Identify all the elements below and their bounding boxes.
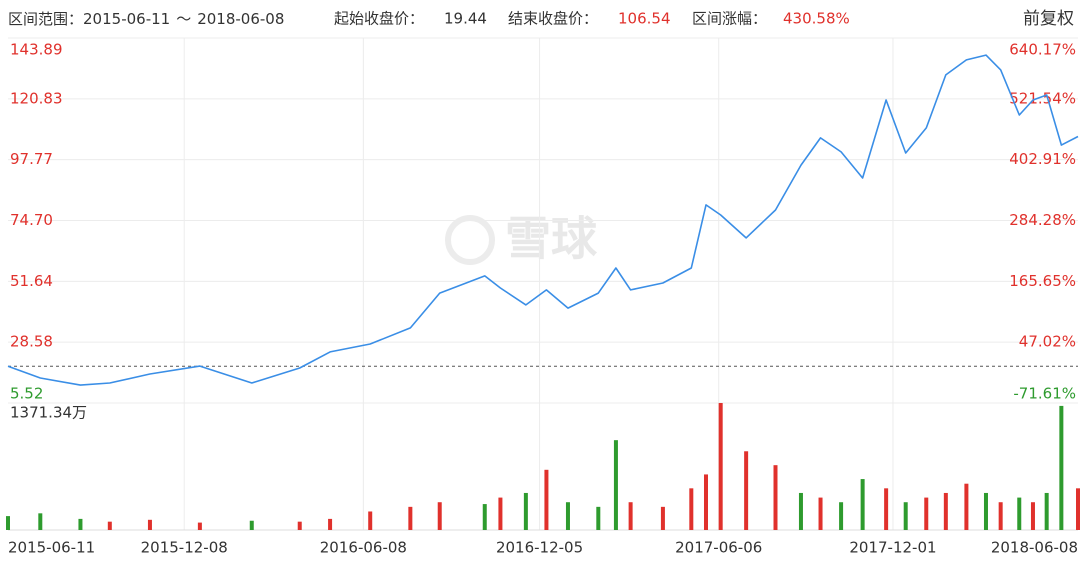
volume-bar — [368, 511, 373, 530]
x-tick-label: 2015-06-11 — [8, 539, 95, 557]
volume-bar — [6, 516, 10, 530]
volume-bar — [38, 513, 43, 530]
volume-bar — [818, 497, 823, 530]
y-tick-label: 97.77 — [10, 150, 53, 168]
y-tick-label: 143.89 — [10, 41, 63, 59]
volume-bar — [689, 488, 694, 530]
volume-bar — [924, 497, 929, 530]
volume-bar — [107, 521, 112, 530]
range-label: 区间范围： — [8, 10, 83, 28]
start-label: 起始收盘价： — [334, 10, 424, 28]
y2-tick-label: 284.28% — [1009, 211, 1076, 229]
header-range: 区间范围：2015-06-11 ～ 2018-06-08 — [8, 10, 284, 28]
volume-bar — [839, 502, 844, 530]
y2-tick-label: 640.17% — [1009, 41, 1076, 59]
volume-bar — [498, 497, 503, 530]
volume-bar — [565, 502, 570, 530]
x-tick-label: 2015-12-08 — [141, 539, 228, 557]
volume-bar — [197, 522, 202, 530]
range-start: 2015-06-11 — [83, 10, 170, 28]
volume-bar — [964, 483, 969, 530]
volume-bar — [328, 518, 333, 530]
volume-bar — [297, 521, 302, 530]
x-tick-label: 2017-12-01 — [849, 539, 936, 557]
x-tick-label: 2018-06-08 — [991, 539, 1078, 557]
watermark-logo — [445, 215, 495, 265]
y2-tick-label: 402.91% — [1009, 150, 1076, 168]
volume-bar — [249, 520, 254, 530]
volume-bar — [596, 506, 601, 530]
y2-tick-label: 47.02% — [1019, 333, 1076, 351]
volume-bar — [613, 440, 618, 530]
y2-tick-label: 521.54% — [1009, 89, 1076, 107]
volume-bar — [1059, 405, 1064, 530]
end-label: 结束收盘价： — [508, 10, 598, 28]
y-tick-label: 28.58 — [10, 333, 53, 351]
y-tick-label: 51.64 — [10, 272, 53, 290]
volume-bar — [523, 492, 528, 530]
end-price: 106.54 — [618, 10, 671, 28]
volume-bar — [903, 502, 908, 530]
volume-bar — [773, 465, 778, 530]
y2-tick-label: -71.61% — [1013, 385, 1076, 403]
volume-bar — [628, 502, 633, 530]
volume-bar — [147, 519, 152, 530]
y-tick-label: 5.52 — [10, 385, 43, 403]
volume-bar — [544, 469, 549, 530]
price-line — [7, 54, 1079, 386]
volume-bar — [1017, 497, 1022, 530]
change-value: 430.58% — [783, 10, 850, 28]
volume-bar — [798, 492, 803, 530]
volume-bar — [998, 502, 1003, 530]
volume-bar — [78, 518, 83, 530]
volume-bar — [1076, 488, 1080, 530]
change-label: 区间涨幅： — [692, 10, 767, 28]
y-tick-label: 74.70 — [10, 211, 53, 229]
volume-bar — [983, 492, 988, 530]
volume-bar — [482, 504, 487, 530]
watermark: 雪球 — [445, 212, 598, 266]
x-tick-label: 2016-06-08 — [320, 539, 407, 557]
volume-bar — [884, 488, 889, 530]
volume-max-label: 1371.34万 — [10, 404, 87, 422]
volume-bar — [943, 492, 948, 530]
y2-tick-label: 165.65% — [1009, 272, 1076, 290]
watermark-text: 雪球 — [505, 212, 598, 266]
adjust-mode: 前复权 — [1023, 9, 1074, 29]
volume-bar — [860, 479, 865, 530]
volume-bar — [660, 506, 665, 530]
volume-bar — [437, 502, 442, 530]
y-tick-label: 120.83 — [10, 89, 63, 107]
volume-bar — [718, 403, 723, 530]
volume-bar — [1044, 492, 1049, 530]
volume-bar — [703, 474, 708, 530]
x-tick-label: 2016-12-05 — [496, 539, 583, 557]
volume-bar — [408, 506, 413, 530]
range-sep: ～ — [176, 10, 191, 28]
range-end: 2018-06-08 — [197, 10, 284, 28]
x-tick-label: 2017-06-06 — [675, 539, 762, 557]
start-price: 19.44 — [444, 10, 487, 28]
volume-bar — [1030, 502, 1035, 530]
volume-bar — [744, 451, 749, 530]
